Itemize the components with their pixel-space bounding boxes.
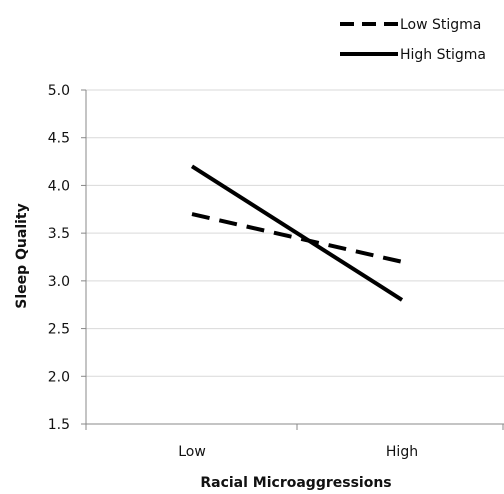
y-tick-label: 4.0 [48, 178, 70, 194]
series-lines [190, 164, 404, 302]
y-axis-title: Sleep Quality [14, 203, 30, 309]
y-tick-label: 2.0 [48, 369, 70, 385]
series-line-low-stigma [191, 212, 403, 264]
y-tick-label: 3.0 [48, 274, 70, 290]
legend: Low Stigma High Stigma [340, 17, 486, 63]
x-tick-label: Low [178, 444, 206, 460]
y-tick-label: 3.5 [48, 226, 70, 242]
x-axis-title: Racial Microaggressions [200, 475, 391, 491]
legend-label: High Stigma [400, 47, 486, 63]
y-tick-labels: 5.0 4.5 4.0 3.5 3.0 2.5 2.0 1.5 [48, 83, 86, 433]
x-tick-labels: Low High [178, 444, 418, 460]
x-tick-label: High [386, 444, 418, 460]
legend-label: Low Stigma [400, 17, 481, 33]
y-tick-label: 4.5 [48, 131, 70, 147]
axes [85, 90, 504, 430]
y-tick-label: 2.5 [48, 322, 70, 338]
y-tick-label: 1.5 [48, 417, 70, 433]
gridlines [86, 89, 504, 377]
y-tick-label: 5.0 [48, 83, 70, 99]
series-line-high-stigma [190, 164, 404, 302]
